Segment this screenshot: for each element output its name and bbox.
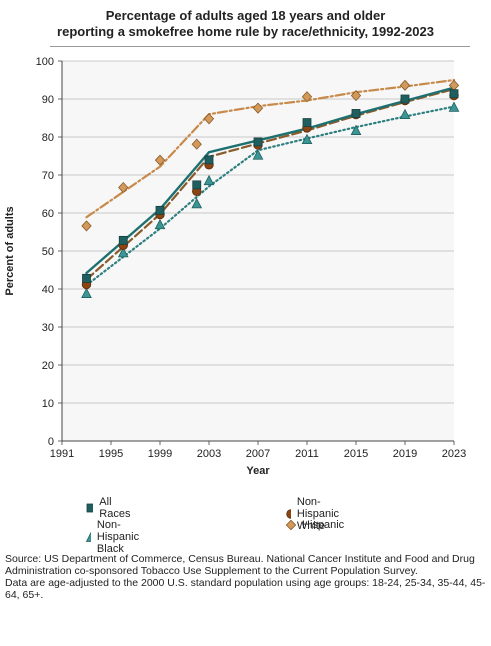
marker-hispanic: [252, 102, 264, 114]
legend-label-all-races: All Races: [99, 496, 131, 520]
series-line-all-races: [85, 86, 456, 275]
y-tick-label: 0: [48, 436, 54, 448]
chart-title-line1: Percentage of adults aged 18 years and o…: [105, 8, 386, 23]
marker-non-hispanic-black: [191, 198, 203, 209]
legend-label-non-hispanic-white: Non-Hispanic White: [296, 496, 340, 532]
x-tick-label: 2019: [393, 448, 417, 460]
chart-title: Percentage of adults aged 18 years and o…: [0, 8, 491, 40]
x-tick-label: 2007: [246, 448, 270, 460]
marker-all-races: [192, 180, 202, 190]
legend-label-hispanic: Hispanic: [302, 519, 345, 531]
x-tick-label: 1991: [50, 448, 74, 460]
marker-non-hispanic-black: [399, 108, 411, 119]
marker-all-races: [302, 118, 312, 127]
y-tick-label: 10: [42, 398, 54, 410]
marker-non-hispanic-black: [350, 124, 362, 135]
marker-hispanic: [301, 91, 313, 103]
circle-marker-icon: [286, 509, 291, 519]
series-line-hispanic: [85, 78, 456, 219]
marker-all-races: [155, 205, 165, 215]
marker-all-races: [204, 155, 214, 165]
y-axis-title: Percent of adults: [4, 206, 16, 295]
marker-hispanic: [350, 89, 362, 102]
source-line1: Source: US Department of Commerce, Censu…: [5, 553, 475, 577]
line-chart: 0 10 20 30 40 50 60 70 80 90 100 1991 1995 1999 2003 20…: [4, 56, 467, 477]
y-tick-label: 40: [42, 284, 54, 296]
marker-all-races: [253, 137, 263, 147]
gridlines: [62, 60, 454, 404]
chart-title-line2: reporting a smokefree home rule by race/…: [57, 24, 434, 39]
marker-all-races: [82, 273, 91, 283]
marker-hispanic: [154, 154, 166, 166]
legend-item-hispanic: Hispanic: [286, 519, 344, 531]
legend-item-non-hispanic-white: Non-Hispanic White: [286, 496, 344, 532]
marker-non-hispanic-black: [301, 133, 313, 145]
y-tick-label: 20: [42, 360, 54, 372]
legend-item-all-races: All Races: [86, 496, 133, 520]
source-line2: Data are age-adjusted to the 2000 U.S. s…: [5, 577, 486, 601]
triangle-marker-icon: [86, 532, 91, 542]
y-tick-label: 100: [36, 56, 54, 68]
y-tick-label: 50: [42, 246, 54, 258]
marker-hispanic: [81, 220, 92, 232]
marker-non-hispanic-black: [154, 218, 166, 230]
legend-item-non-hispanic-black: Non-Hispanic Black: [86, 519, 144, 555]
x-tick-label: 2003: [197, 448, 221, 460]
marker-non-hispanic-black: [448, 101, 460, 112]
marker-hispanic: [191, 138, 202, 150]
square-marker-icon: [86, 503, 94, 513]
marker-all-races: [118, 235, 128, 245]
diamond-marker-icon: [286, 520, 296, 530]
x-tick-label: 2023: [442, 448, 466, 460]
source-note: Source: US Department of Commerce, Censu…: [5, 553, 487, 601]
x-tick-label: 1999: [148, 448, 172, 460]
marker-all-races: [351, 109, 361, 118]
x-tick-label: 1995: [99, 448, 123, 460]
y-tick-label: 30: [42, 322, 54, 334]
marker-all-races: [449, 89, 459, 99]
title-divider: [50, 46, 470, 47]
y-tick-label: 70: [42, 170, 54, 182]
marker-non-hispanic-black: [203, 174, 215, 186]
series-line-non-hispanic-black: [85, 105, 456, 287]
marker-hispanic: [203, 113, 215, 125]
marker-all-races: [400, 94, 410, 104]
x-axis-title: Year: [246, 465, 270, 477]
x-tick-label: 2011: [295, 448, 319, 460]
marker-non-hispanic-black: [117, 247, 129, 258]
marker-non-hispanic-black: [252, 149, 264, 160]
marker-non-hispanic-black: [81, 287, 92, 298]
y-tick-label: 90: [42, 94, 54, 106]
axes: [58, 60, 455, 445]
x-tick-label: 2015: [344, 448, 368, 460]
legend-label-non-hispanic-black: Non-Hispanic Black: [96, 519, 140, 555]
series-lines: [85, 78, 456, 287]
marker-hispanic: [118, 181, 129, 194]
y-tick-label: 80: [42, 132, 54, 144]
y-tick-label: 60: [42, 208, 54, 220]
tick-labels: 0 10 20 30 40 50 60 70 80 90 100 1991 1995 1999 2003 20…: [36, 56, 467, 460]
marker-hispanic: [399, 79, 411, 91]
series-markers: [81, 79, 460, 298]
